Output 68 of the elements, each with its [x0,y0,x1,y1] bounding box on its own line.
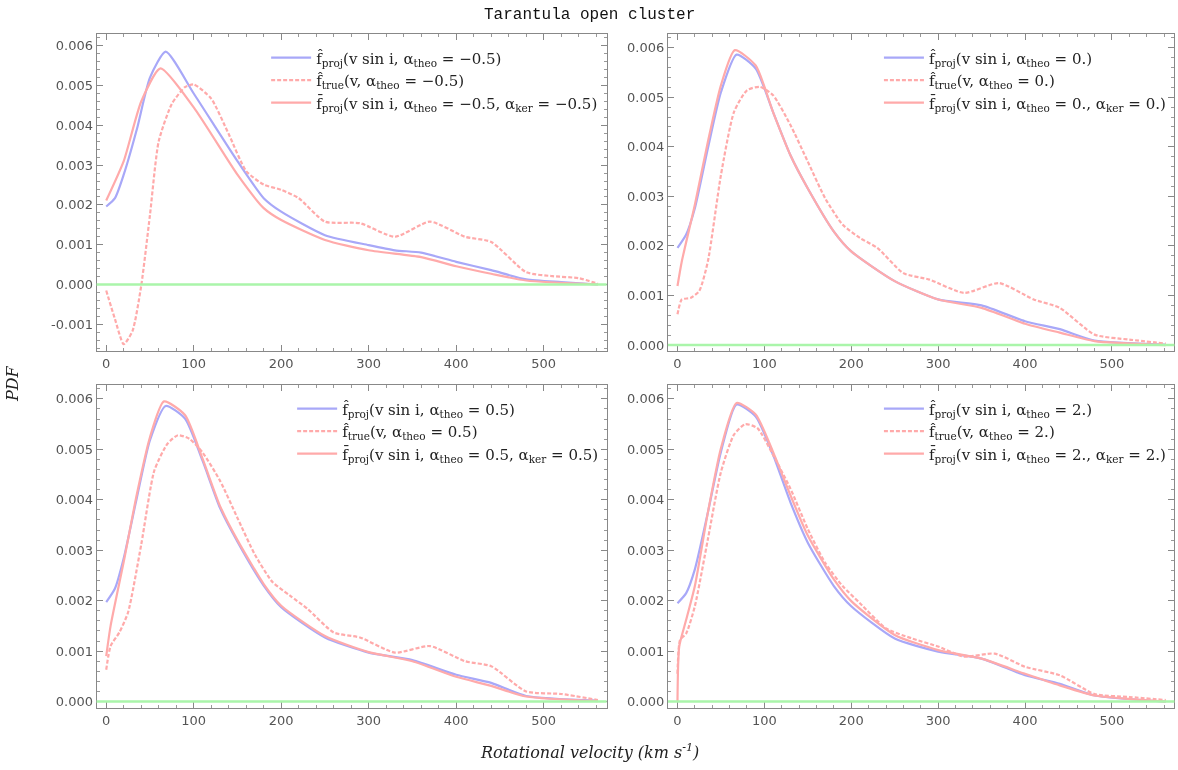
x-tick-label: 500 [531,712,557,728]
y-tick-label: 0.004 [55,492,93,508]
legend-label: f̄$_{proj}$(v sin i, α$_{theo}$ = 0., α$_{ker}$ = 0.) [928,94,1166,114]
y-tick-label: 0.002 [55,197,93,213]
x-tick-label: 300 [925,712,951,728]
x-axis-title: Rotational velocity (km s$^{-1}$) [480,741,700,762]
legend-label: f̂$_{proj}$(v sin i, α$_{theo}$ = 2.) [928,400,1093,420]
x-tick-label: 400 [443,355,469,371]
x-tick-label: 0 [102,355,111,371]
chart-title: Tarantula open cluster [484,6,696,24]
x-tick-label: 200 [268,712,294,728]
x-tick-label: 300 [356,355,382,371]
x-tick-label: 400 [1012,355,1038,371]
x-tick-label: 100 [751,355,777,371]
legend-label: f̂$_{true}$(v, α$_{theo}$ = 0.) [928,71,1055,92]
y-tick-label: 0.003 [55,157,93,173]
x-tick-label: 100 [181,712,207,728]
y-tick-label: 0.006 [55,38,93,54]
y-tick-label: 0.003 [627,542,665,558]
x-tick-label: 500 [1099,712,1125,728]
y-tick-label: 0.000 [55,277,93,293]
x-tick-label: 0 [673,355,682,371]
legend-label: f̄$_{proj}$(v sin i, α$_{theo}$ = 2., α$_{ker}$ = 2.) [928,445,1166,465]
y-tick-label: -0.001 [51,316,93,332]
x-tick-label: 200 [838,355,864,371]
y-tick-label: 0.003 [55,542,93,558]
x-tick-label: 0 [673,712,682,728]
legend-label: f̂$_{proj}$(v sin i, α$_{theo}$ = 0.5) [342,400,515,420]
y-tick-label: 0.000 [627,694,665,710]
x-tick-label: 300 [356,712,382,728]
x-tick-label: 300 [925,355,951,371]
y-tick-label: 0.005 [55,78,93,94]
legend-label: f̂$_{true}$(v, α$_{theo}$ = −0.5) [316,71,465,92]
legend-label: f̂$_{proj}$(v sin i, α$_{theo}$ = 0.) [928,49,1093,69]
y-tick-label: 0.000 [627,337,665,353]
x-tick-label: 100 [751,712,777,728]
x-tick-label: 0 [102,712,111,728]
y-tick-label: 0.001 [55,237,93,253]
y-axis-title: PDF [3,365,22,402]
x-tick-label: 400 [1012,712,1038,728]
y-tick-label: 0.001 [627,288,665,304]
y-tick-label: 0.006 [55,391,93,407]
y-tick-label: 0.004 [55,117,93,133]
y-tick-label: 0.002 [627,238,665,254]
y-tick-label: 0.003 [627,188,665,204]
y-tick-label: 0.005 [627,89,665,105]
y-tick-label: 0.001 [627,643,665,659]
legend-label: f̄$_{proj}$(v sin i, α$_{theo}$ = 0.5, α$_{ker}$ = 0.5) [342,445,599,465]
legend-label: f̂$_{true}$(v, α$_{theo}$ = 2.) [928,422,1055,443]
x-tick-label: 100 [181,355,207,371]
y-tick-label: 0.006 [627,391,665,407]
legend-label: f̂$_{true}$(v, α$_{theo}$ = 0.5) [342,422,478,443]
y-tick-label: 0.000 [55,694,93,710]
y-tick-label: 0.001 [55,643,93,659]
legend-label: f̂$_{proj}$(v sin i, α$_{theo}$ = −0.5) [316,49,502,69]
legend-label: f̄$_{proj}$(v sin i, α$_{theo}$ = −0.5, α$_{ker}$ = −0.5) [316,94,598,114]
x-tick-label: 500 [1099,355,1125,371]
y-tick-label: 0.002 [55,593,93,609]
y-tick-label: 0.006 [627,40,665,56]
y-tick-label: 0.002 [627,593,665,609]
x-tick-label: 500 [531,355,557,371]
y-tick-label: 0.004 [627,139,665,155]
x-tick-label: 200 [268,355,294,371]
y-tick-label: 0.005 [55,441,93,457]
x-tick-label: 400 [443,712,469,728]
y-tick-label: 0.005 [627,441,665,457]
x-tick-label: 200 [838,712,864,728]
y-tick-label: 0.004 [627,492,665,508]
